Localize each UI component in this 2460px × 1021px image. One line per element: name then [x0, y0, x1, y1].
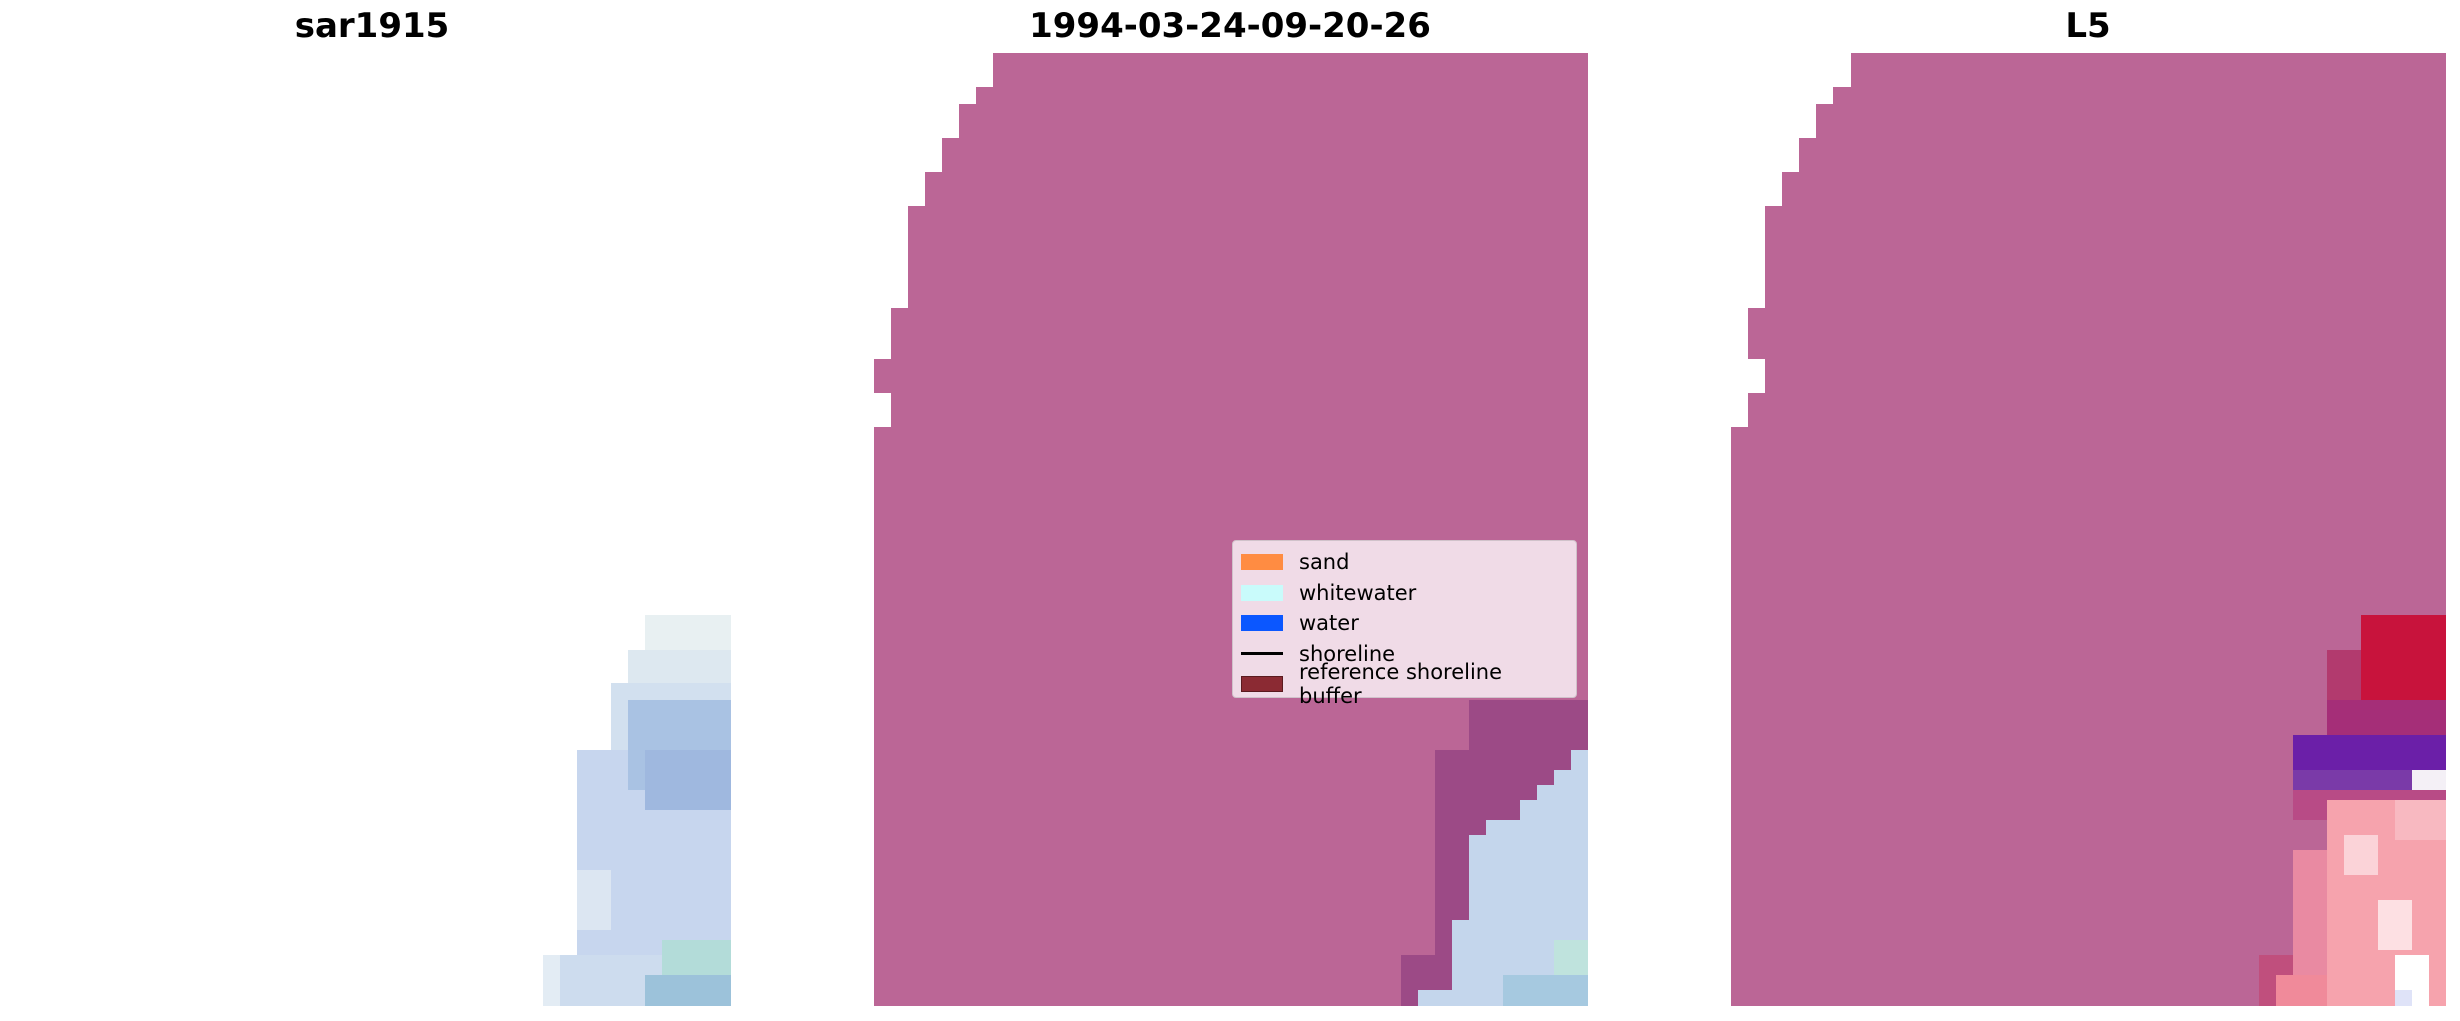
legend-label-water: water	[1299, 611, 1359, 636]
legend-label-sand: sand	[1299, 550, 1350, 575]
legend-item-whitewater: whitewater	[1241, 578, 1568, 609]
water-swatch	[1241, 615, 1283, 632]
legend-label-buffer: reference shoreline buffer	[1299, 660, 1503, 709]
shoreline-line-swatch	[1241, 652, 1283, 656]
legend-item-buffer: reference shoreline buffer	[1241, 660, 1568, 708]
panel-title-date: 1994-03-24-09-20-26	[1029, 6, 1431, 46]
whitewater-swatch	[1241, 584, 1283, 601]
panel-title-l5: L5	[2065, 6, 2111, 46]
panel-title-sar: sar1915	[294, 6, 450, 46]
legend-label-whitewater: whitewater	[1299, 580, 1417, 605]
sand-swatch	[1241, 554, 1283, 571]
legend-item-shoreline: shoreline	[1241, 639, 1568, 670]
red-band	[2361, 615, 2446, 700]
legend: sand whitewater water shoreline referenc…	[1232, 540, 1577, 708]
legend-label-shoreline: shoreline	[1299, 641, 1396, 666]
sar-image	[543, 615, 731, 1006]
l5-mask-region	[1731, 53, 2446, 1006]
purple-band	[2293, 735, 2446, 770]
legend-item-water: water	[1241, 608, 1568, 639]
legend-item-sand: sand	[1241, 547, 1568, 578]
buffer-swatch	[1241, 676, 1283, 693]
water-region	[1418, 750, 1588, 1006]
mask-region	[874, 53, 1588, 1006]
